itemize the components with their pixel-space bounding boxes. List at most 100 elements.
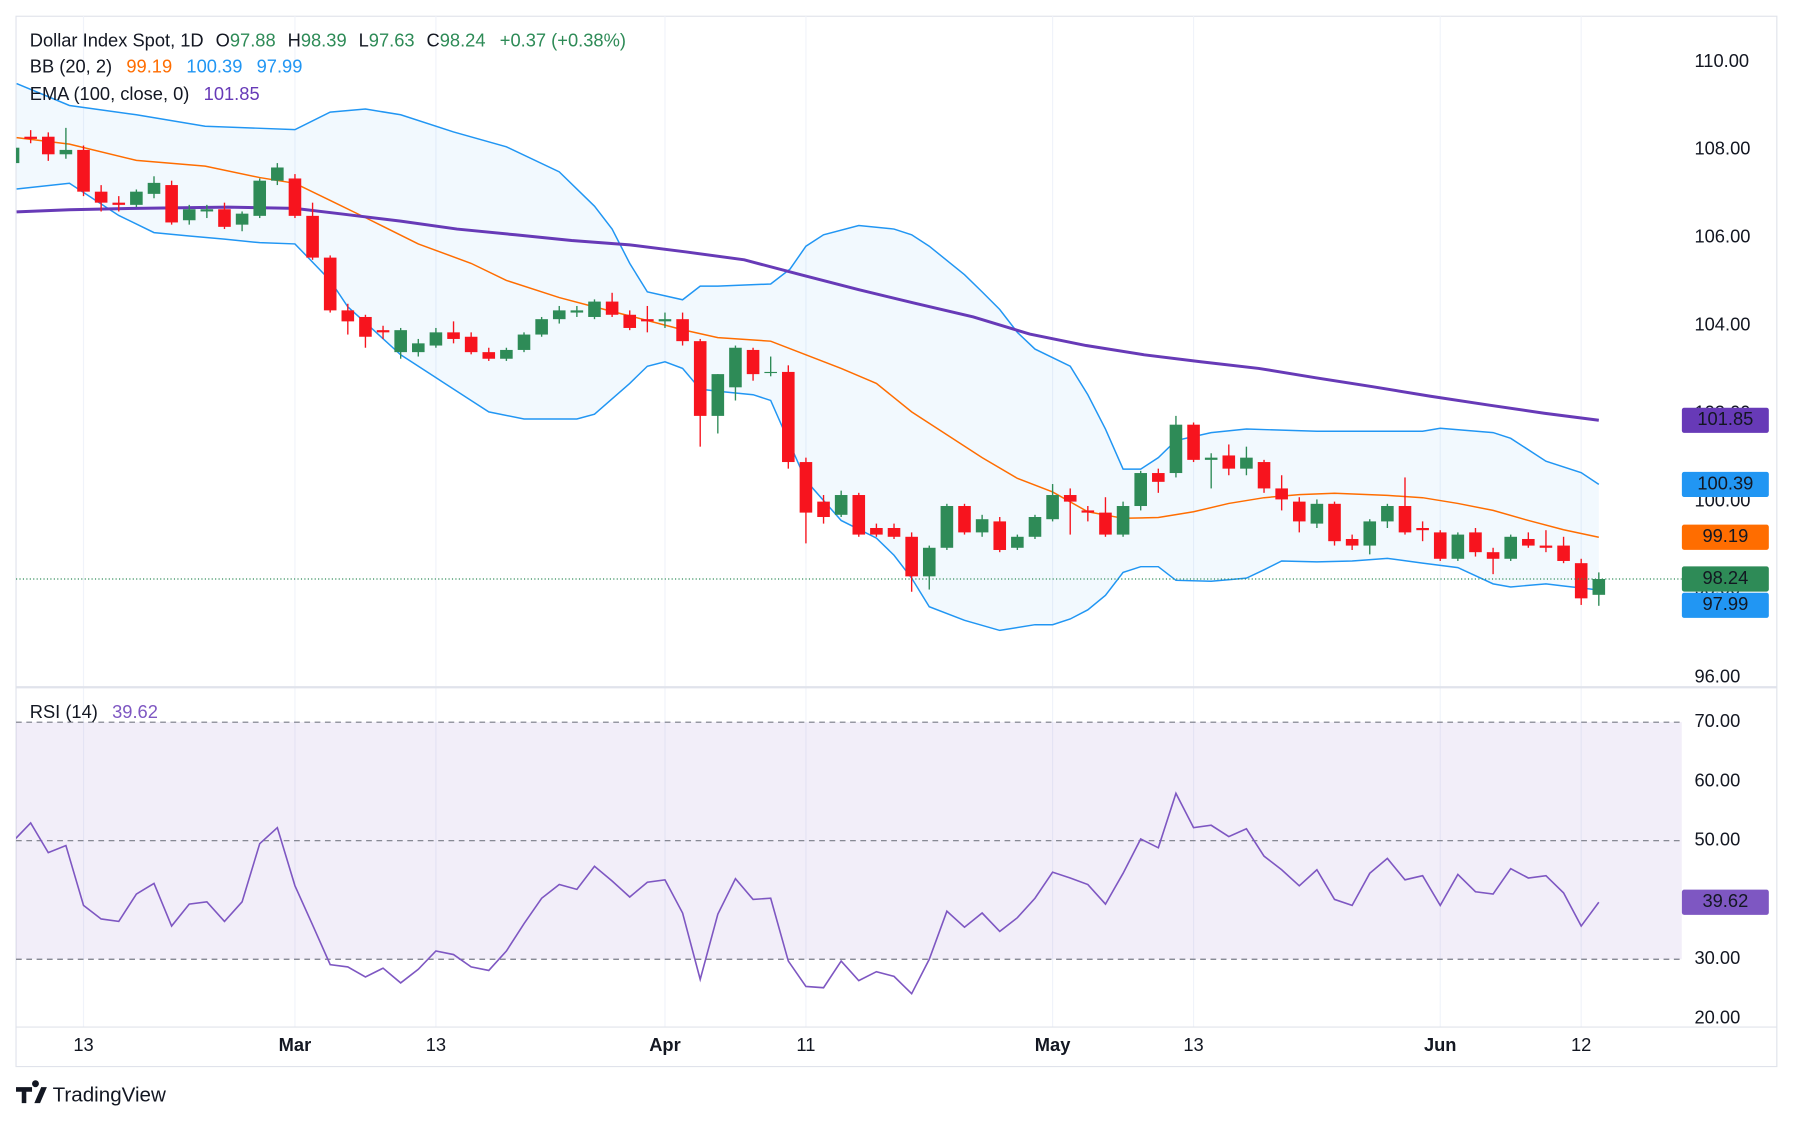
bb-basis-value: 99.19 xyxy=(126,56,172,77)
candle-body xyxy=(59,149,73,155)
ohlc-legend: Dollar Index Spot, 1D O97.88 H98.39 L97.… xyxy=(30,29,626,50)
rsi-legend: RSI (14) 39.62 xyxy=(30,701,158,722)
candle-body xyxy=(1257,462,1271,489)
candle-body xyxy=(130,191,143,205)
legend-high: 98.39 xyxy=(301,29,347,50)
candle-body xyxy=(1275,488,1288,500)
candle-body xyxy=(676,319,689,342)
brand-logo: TradingView xyxy=(16,1080,166,1107)
candle-body xyxy=(1011,536,1024,548)
legend-open: 97.88 xyxy=(230,29,276,50)
candle-body xyxy=(975,519,989,533)
candle-body xyxy=(517,334,531,350)
candle-body xyxy=(447,332,460,339)
axis-layer: 96.0098.00100.00102.00104.00106.00108.00… xyxy=(73,50,1769,1055)
candle-body xyxy=(1486,552,1500,559)
rsi-label: RSI (14) xyxy=(30,701,98,722)
bb-lower-value: 97.99 xyxy=(257,56,303,77)
candle-body xyxy=(799,462,813,513)
candle-body xyxy=(1187,424,1200,460)
x-tick-label: 13 xyxy=(73,1034,93,1055)
candle-body xyxy=(817,501,830,518)
candle-body xyxy=(112,202,126,205)
candle-body xyxy=(570,310,584,313)
price-tag: 100.39 xyxy=(1697,472,1753,493)
candle-body xyxy=(1363,521,1377,546)
candle-body xyxy=(24,136,37,139)
ema-line xyxy=(16,205,1599,422)
candle-body xyxy=(412,343,425,353)
candle-body xyxy=(77,149,90,192)
candle-body xyxy=(1152,473,1165,482)
frame xyxy=(15,15,1778,1068)
price-tag-bg xyxy=(1681,592,1769,618)
candle-body xyxy=(905,536,918,577)
candle-body xyxy=(288,178,302,216)
ema-value: 101.85 xyxy=(204,83,260,104)
candle-body xyxy=(1398,506,1412,533)
candle-body xyxy=(870,527,883,535)
price-tag: 101.85 xyxy=(1697,408,1753,429)
candle-body xyxy=(1222,455,1236,469)
brand-name: TradingView xyxy=(53,1084,166,1107)
legend-title: Dollar Index Spot, 1D xyxy=(30,29,204,50)
candle-body xyxy=(1416,527,1429,531)
x-tick-label: 11 xyxy=(796,1034,815,1055)
candle-body xyxy=(1310,503,1324,524)
candle-body xyxy=(729,347,742,388)
bb-upper xyxy=(16,82,1600,486)
price-tag: 98.24 xyxy=(1702,567,1748,588)
candle-body xyxy=(1134,473,1147,507)
candle-body xyxy=(1433,532,1447,559)
candle-body xyxy=(1469,532,1482,553)
candle-body xyxy=(764,371,777,374)
candle-body xyxy=(693,341,707,416)
x-tick-label: 13 xyxy=(1183,1034,1203,1055)
candle-body xyxy=(1504,536,1518,559)
candle-body xyxy=(711,374,725,416)
x-tick-label: Jun xyxy=(1424,1034,1457,1055)
candle-body xyxy=(165,185,178,223)
bb-basis xyxy=(16,136,1599,539)
bb-upper-value: 100.39 xyxy=(186,56,242,77)
candle-body xyxy=(235,213,249,225)
x-tick-label: Mar xyxy=(279,1034,312,1055)
candle-body xyxy=(834,495,848,515)
candle-body xyxy=(588,301,601,317)
x-tick-label: 13 xyxy=(426,1034,446,1055)
candle-body xyxy=(464,336,478,353)
candle-body xyxy=(200,209,214,212)
candle-body xyxy=(1451,534,1465,559)
candle-body xyxy=(1099,512,1112,535)
price-tag: 99.19 xyxy=(1702,525,1748,546)
candle-body xyxy=(993,521,1007,550)
candle-body xyxy=(271,167,284,181)
candle-body xyxy=(887,527,901,537)
candle-body xyxy=(1046,495,1059,520)
candle-body xyxy=(1381,506,1394,522)
x-tick-label: Apr xyxy=(649,1034,681,1055)
legend-o: O xyxy=(216,29,230,50)
rsi-tag-bg xyxy=(1681,889,1769,915)
candle-body xyxy=(253,180,267,216)
candle-body xyxy=(658,319,672,322)
candle-body xyxy=(341,310,355,322)
legend-c: C xyxy=(427,29,440,50)
candle-body xyxy=(482,352,496,359)
candle-body xyxy=(605,301,619,315)
rsi-tag: 39.62 xyxy=(1702,890,1748,911)
price-tag: 97.99 xyxy=(1702,593,1748,614)
price-pane xyxy=(16,82,1682,632)
candle-body xyxy=(1169,424,1183,474)
candle-body xyxy=(746,349,760,375)
rsi-tick-label: 30.00 xyxy=(1694,947,1740,968)
candle-body xyxy=(182,209,196,221)
y-tick-label: 110.00 xyxy=(1694,50,1749,71)
legend-h: H xyxy=(288,29,301,50)
rsi-line xyxy=(16,791,1600,996)
price-tag-bg xyxy=(1681,471,1769,498)
bb-label: BB (20, 2) xyxy=(30,56,112,77)
legend-close: 98.24 xyxy=(440,29,486,50)
